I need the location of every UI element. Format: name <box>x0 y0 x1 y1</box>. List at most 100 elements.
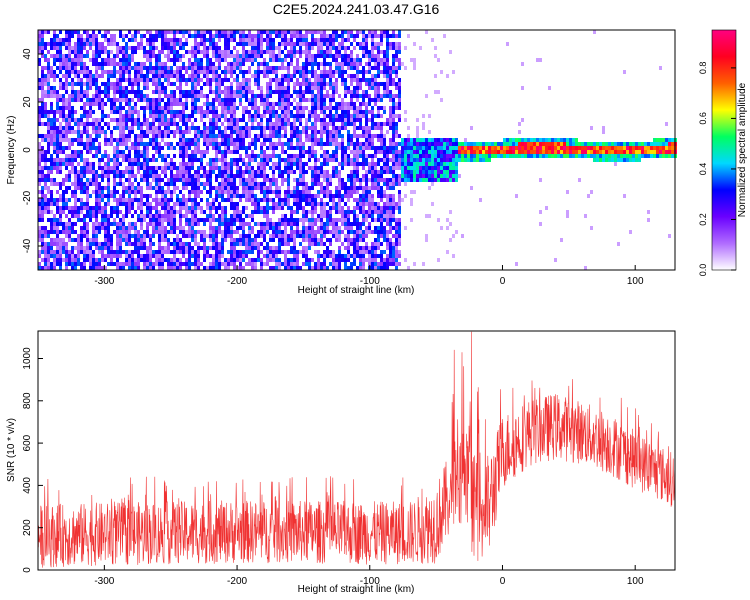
spectrogram-cell <box>119 246 122 250</box>
spectrogram-cell <box>113 94 116 98</box>
spectrogram-cell <box>98 122 101 126</box>
spectrogram-cell <box>248 146 251 150</box>
spectrogram-cell <box>41 82 44 86</box>
spectrogram-cell <box>149 50 152 54</box>
spectrogram-cell <box>38 30 41 34</box>
spectrogram-cell <box>329 114 332 118</box>
spectrogram-cell <box>83 54 86 58</box>
spectrogram-cell <box>209 126 212 130</box>
spectrogram-cell <box>227 34 230 38</box>
spectrogram-cell <box>236 250 239 254</box>
spectrogram-cell <box>56 202 59 206</box>
spectrogram-cell <box>161 170 164 174</box>
spectrogram-cell <box>356 146 359 150</box>
spectrogram-cell <box>182 90 185 94</box>
spectrogram-cell <box>119 174 122 178</box>
spectrogram-cell <box>299 138 302 142</box>
spectrogram-cell <box>257 246 260 250</box>
spectrogram-cell <box>335 186 338 190</box>
spectrogram-cell <box>47 58 50 62</box>
spectrogram-cell <box>305 62 308 66</box>
spectrogram-cell <box>101 214 104 218</box>
spectrogram-cell <box>155 74 158 78</box>
spectrogram-cell <box>341 74 344 78</box>
spectrogram-cell <box>314 30 317 34</box>
spectrogram-cell <box>359 78 362 82</box>
spectrogram-cell <box>290 30 293 34</box>
spectrogram-cell <box>257 230 260 234</box>
spectrogram-cell <box>128 110 131 114</box>
spectrogram-cell <box>134 134 137 138</box>
spectrogram-cell <box>179 170 182 174</box>
spectrogram-cell <box>365 182 368 186</box>
spectrogram-cell <box>50 154 53 158</box>
spectrogram-cell <box>326 94 329 98</box>
spectrogram-cell <box>167 190 170 194</box>
spectrogram-cell <box>212 66 215 70</box>
spectrogram-cell <box>164 190 167 194</box>
spectrogram-cell <box>98 94 101 98</box>
spectrogram-cell <box>104 234 107 238</box>
spectrogram-cell <box>194 198 197 202</box>
spectrogram-cell <box>290 54 293 58</box>
spectrogram-cell <box>50 266 53 270</box>
spectrogram-cell <box>209 170 212 174</box>
spectrogram-cell <box>320 266 323 270</box>
spectrogram-cell <box>179 154 182 158</box>
spectrogram-cell <box>278 118 281 122</box>
spectrogram-cell <box>344 258 347 262</box>
spectrogram-cell <box>83 266 86 270</box>
spectrogram-cell <box>128 234 131 238</box>
spectrogram-cell <box>173 62 176 66</box>
spectrogram-cell <box>53 266 56 270</box>
spectrogram-cell <box>314 218 317 222</box>
spectrogram-cell <box>359 258 362 262</box>
spectrogram-cell <box>56 158 59 162</box>
spectrogram-cell <box>248 246 251 250</box>
spectrogram-cell <box>167 246 170 250</box>
spectrogram-cell <box>68 234 71 238</box>
spectrogram-cell <box>230 30 233 34</box>
spectrogram-cell <box>134 266 137 270</box>
spectrogram-cell <box>116 158 119 162</box>
spectrogram-cell <box>95 86 98 90</box>
spectrogram-cell <box>95 194 98 198</box>
spectrogram-cell <box>113 38 116 42</box>
spectrogram-cell <box>173 266 176 270</box>
spectrogram-cell <box>266 178 269 182</box>
spectrogram-cell <box>236 210 239 214</box>
spectrogram-cell <box>125 242 128 246</box>
spectrogram-cell <box>152 254 155 258</box>
spectrogram-cell <box>149 58 152 62</box>
spectrogram-cell <box>341 134 344 138</box>
spectrogram-cell <box>50 102 53 106</box>
spectrogram-cell <box>98 118 101 122</box>
spectrogram-cell <box>236 194 239 198</box>
spectrogram-cell <box>284 74 287 78</box>
spectrogram-cell <box>62 74 65 78</box>
spectrogram-cell <box>251 174 254 178</box>
spectrogram-cell <box>338 234 341 238</box>
spectrogram-cell <box>119 122 122 126</box>
spectrogram-cell <box>329 254 332 258</box>
spectrogram-cell <box>215 114 218 118</box>
spectrogram-cell <box>260 230 263 234</box>
spectrogram-cell <box>308 198 311 202</box>
spectrogram-cell <box>188 34 191 38</box>
spectrogram-cell <box>284 30 287 34</box>
spectrogram-cell <box>311 122 314 126</box>
spectrogram-cell <box>167 126 170 130</box>
spectrogram-cell <box>209 266 212 270</box>
spectrogram-cell <box>314 130 317 134</box>
spectrogram-cell <box>143 154 146 158</box>
spectrogram-cell <box>260 62 263 66</box>
spectrogram-cell <box>125 50 128 54</box>
spectrogram-cell <box>152 222 155 226</box>
spectrogram-cell <box>167 214 170 218</box>
spectrogram-cell <box>83 234 86 238</box>
spectrogram-cell <box>296 142 299 146</box>
spectrogram-cell <box>317 30 320 34</box>
spectrogram-cell <box>293 74 296 78</box>
spectrogram-cell <box>353 218 356 222</box>
spectrogram-cell <box>53 78 56 82</box>
